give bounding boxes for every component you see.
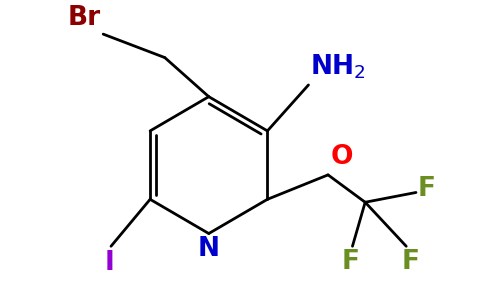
Text: NH$_2$: NH$_2$ [310,52,366,81]
Text: F: F [401,249,419,275]
Text: Br: Br [67,5,100,31]
Text: F: F [342,249,360,275]
Text: F: F [418,176,436,202]
Text: O: O [331,144,353,170]
Text: N: N [198,236,220,262]
Text: I: I [104,250,114,276]
